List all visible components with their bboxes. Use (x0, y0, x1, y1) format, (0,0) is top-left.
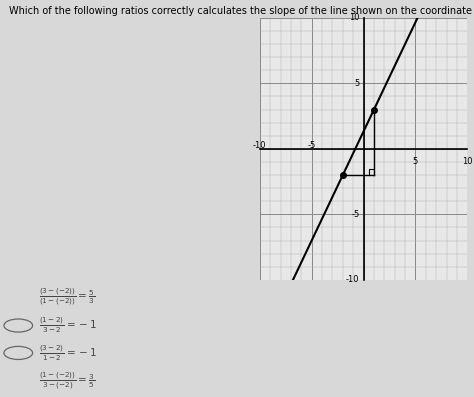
Text: 10: 10 (349, 13, 359, 22)
Text: $\frac{(3-(-2))}{(1-(-2))} = \frac{5}{3}$: $\frac{(3-(-2))}{(1-(-2))} = \frac{5}{3}… (39, 286, 95, 308)
Text: $\frac{(3-2)}{1-2} = -1$: $\frac{(3-2)}{1-2} = -1$ (39, 343, 97, 363)
Text: Which of the following ratios correctly calculates the slope of the line shown o: Which of the following ratios correctly … (9, 6, 474, 16)
Text: -10: -10 (346, 276, 359, 284)
Text: -5: -5 (308, 141, 316, 150)
Text: 10: 10 (462, 157, 473, 166)
Text: $\frac{(1-(-2))}{3-(-2)} = \frac{3}{5}$: $\frac{(1-(-2))}{3-(-2)} = \frac{3}{5}$ (39, 371, 95, 392)
Text: 5: 5 (354, 79, 359, 88)
Text: -10: -10 (253, 141, 266, 150)
Text: 5: 5 (413, 157, 418, 166)
Text: -5: -5 (351, 210, 359, 219)
Text: $\frac{(1-2)}{3-2} = -1$: $\frac{(1-2)}{3-2} = -1$ (39, 316, 97, 335)
